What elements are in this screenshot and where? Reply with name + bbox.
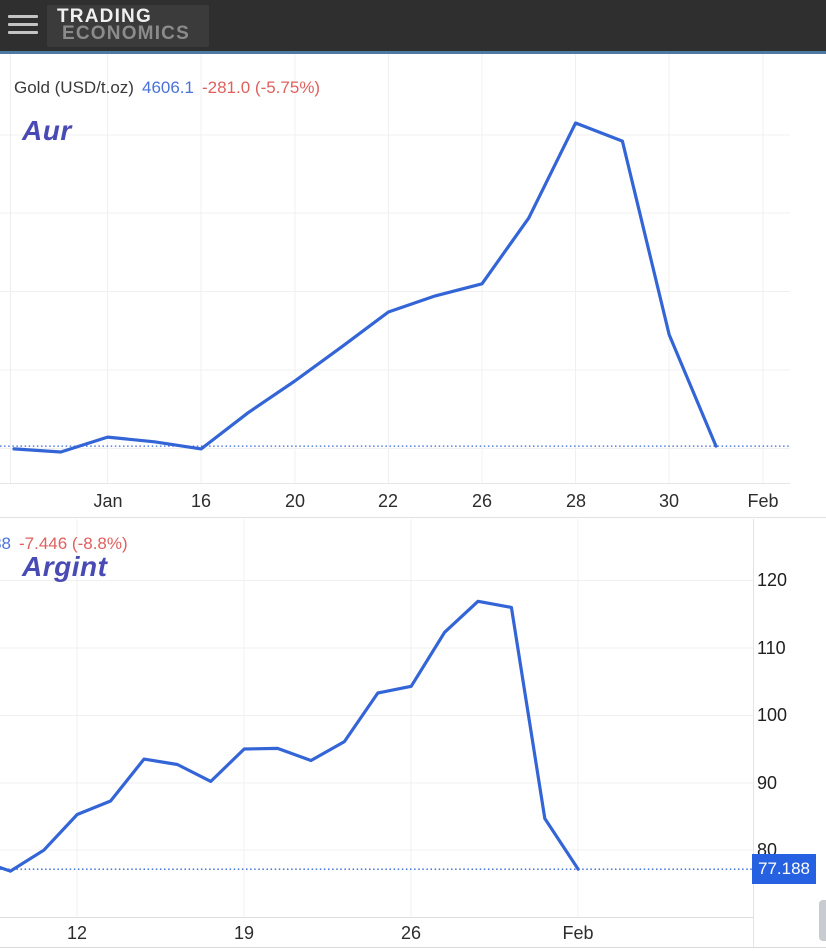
last-price-badge: 77.188	[752, 854, 816, 884]
gold-chart-panel: Gold (USD/t.oz) 4606.1 -281.0 (-5.75%) A…	[0, 54, 826, 518]
x-axis: 12 19 26 Feb	[0, 922, 826, 944]
x-tick-label: 26	[471, 491, 493, 511]
menu-icon-bar	[8, 31, 38, 34]
y-tick-label: 100	[757, 705, 788, 725]
price-change: -7.446 (-8.8%)	[19, 534, 128, 553]
x-tick-label: 26	[400, 923, 422, 943]
x-tick-label: 19	[233, 923, 255, 943]
last-price-value-clipped: 77.188	[0, 534, 11, 553]
last-price-value: 4606.1	[141, 78, 194, 97]
trading-economics-logo[interactable]: TRADING ECONOMICS	[47, 5, 209, 47]
menu-icon[interactable]	[8, 15, 38, 39]
price-series-line	[0, 599, 580, 873]
plot-left-border	[10, 54, 11, 483]
scrollbar-thumb[interactable]	[819, 900, 826, 941]
instrument-name: Gold (USD/t.oz)	[14, 78, 134, 97]
x-axis: Jan 16 20 22 26 28 30 Feb	[0, 490, 826, 514]
y-axis-border	[753, 519, 754, 947]
panel-bottom-border	[0, 947, 826, 948]
watermark-label: Aur	[22, 115, 72, 146]
price-change: -281.0 (-5.75%)	[201, 78, 321, 97]
x-axis-line	[0, 483, 790, 484]
x-tick-label: Feb	[562, 923, 594, 943]
watermark-label: Argint	[22, 551, 108, 582]
x-tick-label: 12	[66, 923, 88, 943]
x-tick-label: 16	[190, 491, 212, 511]
silver-chart-header: 77.188 -7.446 (-8.8%)	[0, 534, 128, 554]
logo-line2: ECONOMICS	[62, 23, 190, 44]
menu-icon-bar	[8, 15, 38, 18]
x-tick-label: Feb	[747, 491, 779, 511]
silver-chart-panel: 77.188 -7.446 (-8.8%) Argint 12 19 26 Feb 1…	[0, 519, 826, 951]
x-tick-label: Jan	[93, 491, 123, 511]
menu-icon-bar	[8, 23, 38, 26]
x-tick-label: 28	[565, 491, 587, 511]
y-tick-label: 120	[757, 570, 788, 590]
x-tick-label: 22	[377, 491, 399, 511]
y-tick-label: 110	[757, 638, 786, 658]
x-axis-line	[0, 917, 753, 918]
silver-price-plot[interactable]	[0, 519, 753, 917]
app-header: TRADING ECONOMICS	[0, 0, 826, 54]
y-tick-label: 90	[757, 773, 778, 793]
x-tick-label: 20	[284, 491, 306, 511]
x-tick-label: 30	[658, 491, 680, 511]
price-series-line	[12, 121, 718, 454]
logo-line1: TRADING	[57, 6, 152, 27]
gold-price-plot[interactable]	[0, 54, 790, 483]
gold-chart-header: Gold (USD/t.oz) 4606.1 -281.0 (-5.75%)	[14, 78, 320, 98]
